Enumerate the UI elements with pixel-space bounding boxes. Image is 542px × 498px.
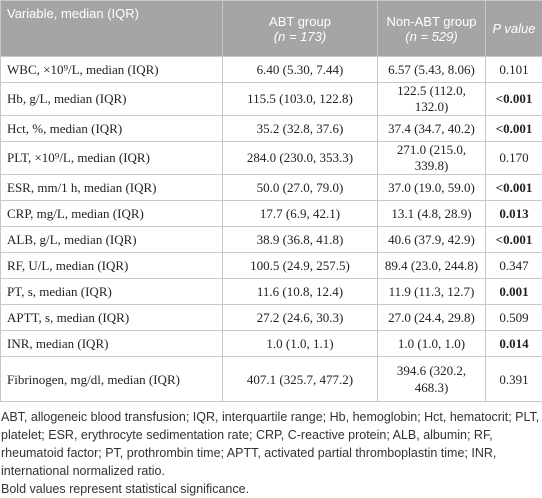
table-row: PLT, ×10⁹/L, median (IQR)284.0 (230.0, 3… [1,142,542,175]
header-cell: Variable, median (IQR) [1,1,223,57]
table-row: RF, U/L, median (IQR)100.5 (24.9, 257.5)… [1,253,542,279]
table-row: APTT, s, median (IQR)27.2 (24.6, 30.3)27… [1,305,542,331]
table-cell: 1.0 (1.0, 1.0) [378,331,486,357]
table-cell: 89.4 (23.0, 244.8) [378,253,486,279]
table-row: ALB, g/L, median (IQR)38.9 (36.8, 41.8)4… [1,227,542,253]
table-row: Hct, %, median (IQR)35.2 (32.8, 37.6)37.… [1,116,542,142]
table-cell: CRP, mg/L, median (IQR) [1,201,223,227]
table-cell: PT, s, median (IQR) [1,279,223,305]
table-cell: Hct, %, median (IQR) [1,116,223,142]
footnote: ABT, allogeneic blood transfusion; IQR, … [1,408,540,480]
table-cell: 0.391 [486,357,542,402]
header-cell: P value [486,1,542,57]
table-cell: 394.6 (320.2, 468.3) [378,357,486,402]
header-text: Variable, median (IQR) [7,6,139,21]
table-cell: PLT, ×10⁹/L, median (IQR) [1,142,223,175]
header-text: (n = 173) [274,29,326,44]
footnotes: ABT, allogeneic blood transfusion; IQR, … [0,402,542,498]
header-text: ABT group [269,14,331,29]
table-cell: 0.101 [486,57,542,83]
table-row: PT, s, median (IQR)11.6 (10.8, 12.4)11.9… [1,279,542,305]
table-cell: INR, median (IQR) [1,331,223,357]
table-cell: 11.9 (11.3, 12.7) [378,279,486,305]
table-cell: 0.013 [486,201,542,227]
table-cell: RF, U/L, median (IQR) [1,253,223,279]
table-cell: 0.347 [486,253,542,279]
data-table: Variable, median (IQR) ABT group(n = 173)… [0,0,542,402]
table-cell: 27.2 (24.6, 30.3) [223,305,378,331]
table-cell: 37.4 (34.7, 40.2) [378,116,486,142]
table-cell: <0.001 [486,83,542,116]
table-row: INR, median (IQR)1.0 (1.0, 1.1)1.0 (1.0,… [1,331,542,357]
table-cell: ESR, mm/1 h, median (IQR) [1,175,223,201]
table-cell: 0.014 [486,331,542,357]
table-cell: 27.0 (24.4, 29.8) [378,305,486,331]
table-row: Fibrinogen, mg/dl, median (IQR)407.1 (32… [1,357,542,402]
table-cell: Hb, g/L, median (IQR) [1,83,223,116]
table-cell: 271.0 (215.0, 339.8) [378,142,486,175]
table-cell: 11.6 (10.8, 12.4) [223,279,378,305]
header-text: (n = 529) [405,29,457,44]
header-row: Variable, median (IQR) ABT group(n = 173)… [1,1,542,57]
header-cell: ABT group(n = 173) [223,1,378,57]
table-cell: WBC, ×10⁹/L, median (IQR) [1,57,223,83]
table-cell: <0.001 [486,175,542,201]
table-cell: 38.9 (36.8, 41.8) [223,227,378,253]
table-row: CRP, mg/L, median (IQR)17.7 (6.9, 42.1)1… [1,201,542,227]
table-cell: 40.6 (37.9, 42.9) [378,227,486,253]
table-cell: 17.7 (6.9, 42.1) [223,201,378,227]
table-cell: 407.1 (325.7, 477.2) [223,357,378,402]
table-cell: 6.40 (5.30, 7.44) [223,57,378,83]
footnote: Bold values represent statistical signif… [1,480,540,498]
table-cell: <0.001 [486,116,542,142]
table-row: ESR, mm/1 h, median (IQR)50.0 (27.0, 79.… [1,175,542,201]
table-cell: 115.5 (103.0, 122.8) [223,83,378,116]
table-cell: APTT, s, median (IQR) [1,305,223,331]
table-cell: 284.0 (230.0, 353.3) [223,142,378,175]
header-text: P value [493,21,536,36]
table-cell: 1.0 (1.0, 1.1) [223,331,378,357]
table-row: WBC, ×10⁹/L, median (IQR)6.40 (5.30, 7.4… [1,57,542,83]
table-cell: 0.509 [486,305,542,331]
page: Variable, median (IQR) ABT group(n = 173)… [0,0,542,471]
table-cell: 6.57 (5.43, 8.06) [378,57,486,83]
table-cell: <0.001 [486,227,542,253]
table-cell: 0.170 [486,142,542,175]
table-cell: 35.2 (32.8, 37.6) [223,116,378,142]
table-cell: 100.5 (24.9, 257.5) [223,253,378,279]
table-cell: 122.5 (112.0, 132.0) [378,83,486,116]
table-cell: 13.1 (4.8, 28.9) [378,201,486,227]
table-cell: 0.001 [486,279,542,305]
table-body: WBC, ×10⁹/L, median (IQR)6.40 (5.30, 7.4… [1,57,542,402]
table-cell: Fibrinogen, mg/dl, median (IQR) [1,357,223,402]
table-cell: 37.0 (19.0, 59.0) [378,175,486,201]
table-cell: 50.0 (27.0, 79.0) [223,175,378,201]
header-text: Non-ABT group [386,14,476,29]
header-cell: Non-ABT group(n = 529) [378,1,486,57]
table-cell: ALB, g/L, median (IQR) [1,227,223,253]
table-row: Hb, g/L, median (IQR)115.5 (103.0, 122.8… [1,83,542,116]
